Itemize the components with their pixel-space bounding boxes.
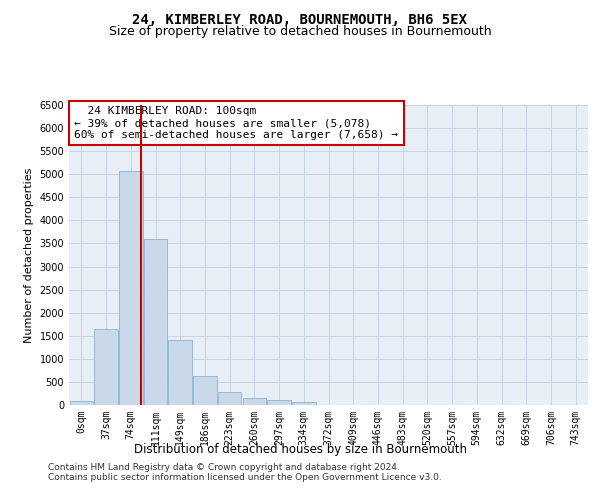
Text: 24 KIMBERLEY ROAD: 100sqm
← 39% of detached houses are smaller (5,078)
60% of se: 24 KIMBERLEY ROAD: 100sqm ← 39% of detac… xyxy=(74,106,398,140)
Bar xyxy=(70,401,93,405)
Bar xyxy=(242,398,266,405)
Text: Contains HM Land Registry data © Crown copyright and database right 2024.: Contains HM Land Registry data © Crown c… xyxy=(48,464,400,472)
Bar xyxy=(119,171,143,405)
Text: Distribution of detached houses by size in Bournemouth: Distribution of detached houses by size … xyxy=(133,442,467,456)
Bar xyxy=(94,329,118,405)
Bar xyxy=(218,392,241,405)
Text: 24, KIMBERLEY ROAD, BOURNEMOUTH, BH6 5EX: 24, KIMBERLEY ROAD, BOURNEMOUTH, BH6 5EX xyxy=(133,12,467,26)
Bar xyxy=(292,402,316,405)
Bar xyxy=(268,400,291,405)
Text: Size of property relative to detached houses in Bournemouth: Size of property relative to detached ho… xyxy=(109,25,491,38)
Bar xyxy=(193,376,217,405)
Y-axis label: Number of detached properties: Number of detached properties xyxy=(24,168,34,342)
Text: Contains public sector information licensed under the Open Government Licence v3: Contains public sector information licen… xyxy=(48,474,442,482)
Bar xyxy=(144,240,167,405)
Bar xyxy=(169,340,192,405)
